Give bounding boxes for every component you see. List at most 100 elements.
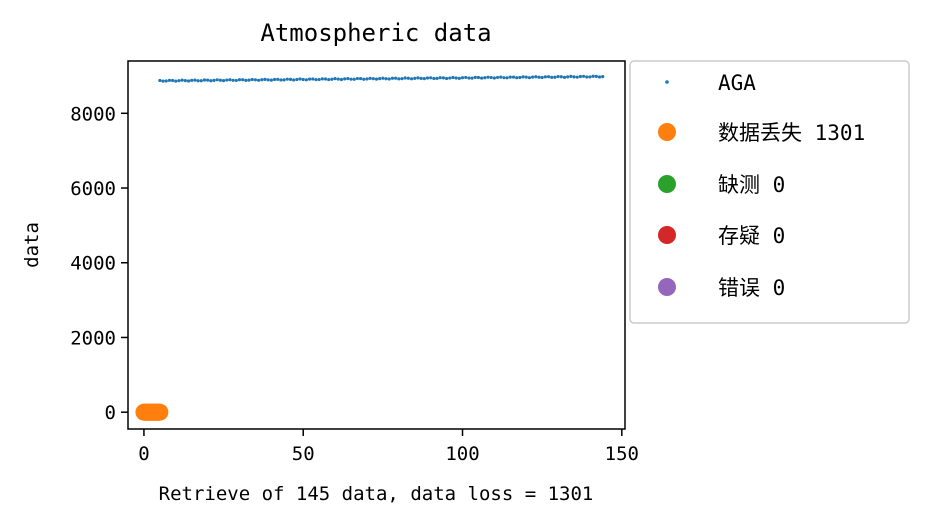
- data-point: [164, 79, 168, 83]
- data-point: [358, 76, 363, 81]
- data-point: [394, 76, 398, 80]
- data-point: [601, 75, 605, 79]
- data-point: [288, 77, 293, 81]
- data-point: [202, 78, 207, 82]
- data-point: [416, 76, 420, 80]
- data-point: [374, 77, 379, 81]
- data-point: [425, 76, 430, 80]
- data-point: [495, 75, 500, 80]
- data-point: [390, 76, 395, 80]
- data-point: [330, 77, 334, 81]
- data-point: [515, 76, 519, 80]
- series-0: [158, 74, 605, 83]
- data-point: [196, 79, 200, 83]
- data-point: [234, 78, 238, 83]
- data-point: [518, 75, 522, 80]
- data-point: [524, 75, 528, 79]
- data-point: [199, 79, 203, 83]
- data-point: [167, 78, 172, 82]
- legend: AGA 数据丢失 1301 缺测 0 存疑 0 错误 0: [629, 60, 910, 324]
- data-point: [352, 77, 356, 81]
- data-point: [320, 77, 324, 81]
- y-axis-label: data: [21, 222, 43, 268]
- data-point: [492, 76, 496, 80]
- data-point: [244, 78, 248, 82]
- data-point: [253, 78, 258, 82]
- legend-label: 缺测 0: [718, 173, 785, 197]
- data-point: [422, 77, 426, 81]
- data-point: [562, 75, 567, 79]
- data-point: [441, 76, 446, 80]
- data-point: [158, 78, 162, 83]
- data-point: [228, 78, 232, 82]
- data-point: [597, 75, 602, 79]
- data-point: [346, 76, 350, 81]
- y-tick-label: 6000: [70, 178, 116, 200]
- data-point: [429, 76, 433, 80]
- data-point: [362, 77, 366, 81]
- data-point: [387, 77, 391, 81]
- y-tick-label: 0: [105, 402, 116, 424]
- data-point: [457, 76, 461, 80]
- data-point: [333, 77, 337, 81]
- data-point: [237, 78, 242, 82]
- data-point: [470, 76, 474, 80]
- data-point: [521, 75, 525, 79]
- data-point: [355, 76, 359, 81]
- data-point: [307, 77, 312, 81]
- data-point: [575, 75, 579, 79]
- data-point: [272, 77, 277, 82]
- plot-marks: [135, 74, 605, 421]
- legend-label: AGA: [718, 71, 756, 95]
- data-point: [556, 74, 560, 79]
- legend-marker: [658, 175, 676, 193]
- data-point: [527, 76, 532, 80]
- data-point: [231, 78, 235, 82]
- data-point: [473, 75, 477, 79]
- data-point: [406, 76, 410, 80]
- data-point: [304, 78, 309, 82]
- data-point: [591, 74, 595, 78]
- data-point: [317, 77, 321, 82]
- data-point: [594, 74, 598, 78]
- data-point: [151, 403, 169, 421]
- data-point: [569, 74, 573, 78]
- legend-items: AGA 数据丢失 1301 缺测 0 存疑 0 错误 0: [658, 71, 865, 300]
- data-point: [581, 74, 586, 78]
- data-point: [499, 75, 503, 79]
- y-tick-label: 8000: [70, 103, 116, 125]
- series-1: [135, 403, 169, 421]
- legend-marker: [658, 226, 676, 244]
- data-point: [460, 76, 465, 80]
- data-point: [260, 78, 264, 82]
- x-tick-label: 150: [605, 443, 639, 465]
- legend-label: 数据丢失 1301: [718, 121, 865, 145]
- data-point: [409, 77, 414, 81]
- data-point: [381, 76, 385, 80]
- data-point: [454, 76, 458, 80]
- data-point: [467, 76, 471, 80]
- data-point: [486, 75, 490, 79]
- data-point: [311, 77, 315, 81]
- data-point: [546, 75, 551, 79]
- data-point: [218, 78, 222, 82]
- data-point: [451, 75, 455, 80]
- data-point: [432, 76, 436, 81]
- data-point: [250, 77, 254, 82]
- data-point: [266, 78, 270, 82]
- data-point: [578, 74, 582, 79]
- data-point: [508, 75, 512, 79]
- legend-label: 错误 0: [718, 276, 785, 300]
- data-point: [327, 77, 331, 82]
- data-point: [349, 77, 353, 81]
- data-point: [559, 75, 563, 79]
- data-point: [444, 76, 449, 81]
- legend-marker: [658, 278, 676, 296]
- data-point: [397, 77, 401, 81]
- data-point: [295, 77, 299, 82]
- data-point: [282, 78, 286, 82]
- data-point: [263, 77, 267, 81]
- data-point: [215, 78, 219, 82]
- data-point: [511, 75, 516, 79]
